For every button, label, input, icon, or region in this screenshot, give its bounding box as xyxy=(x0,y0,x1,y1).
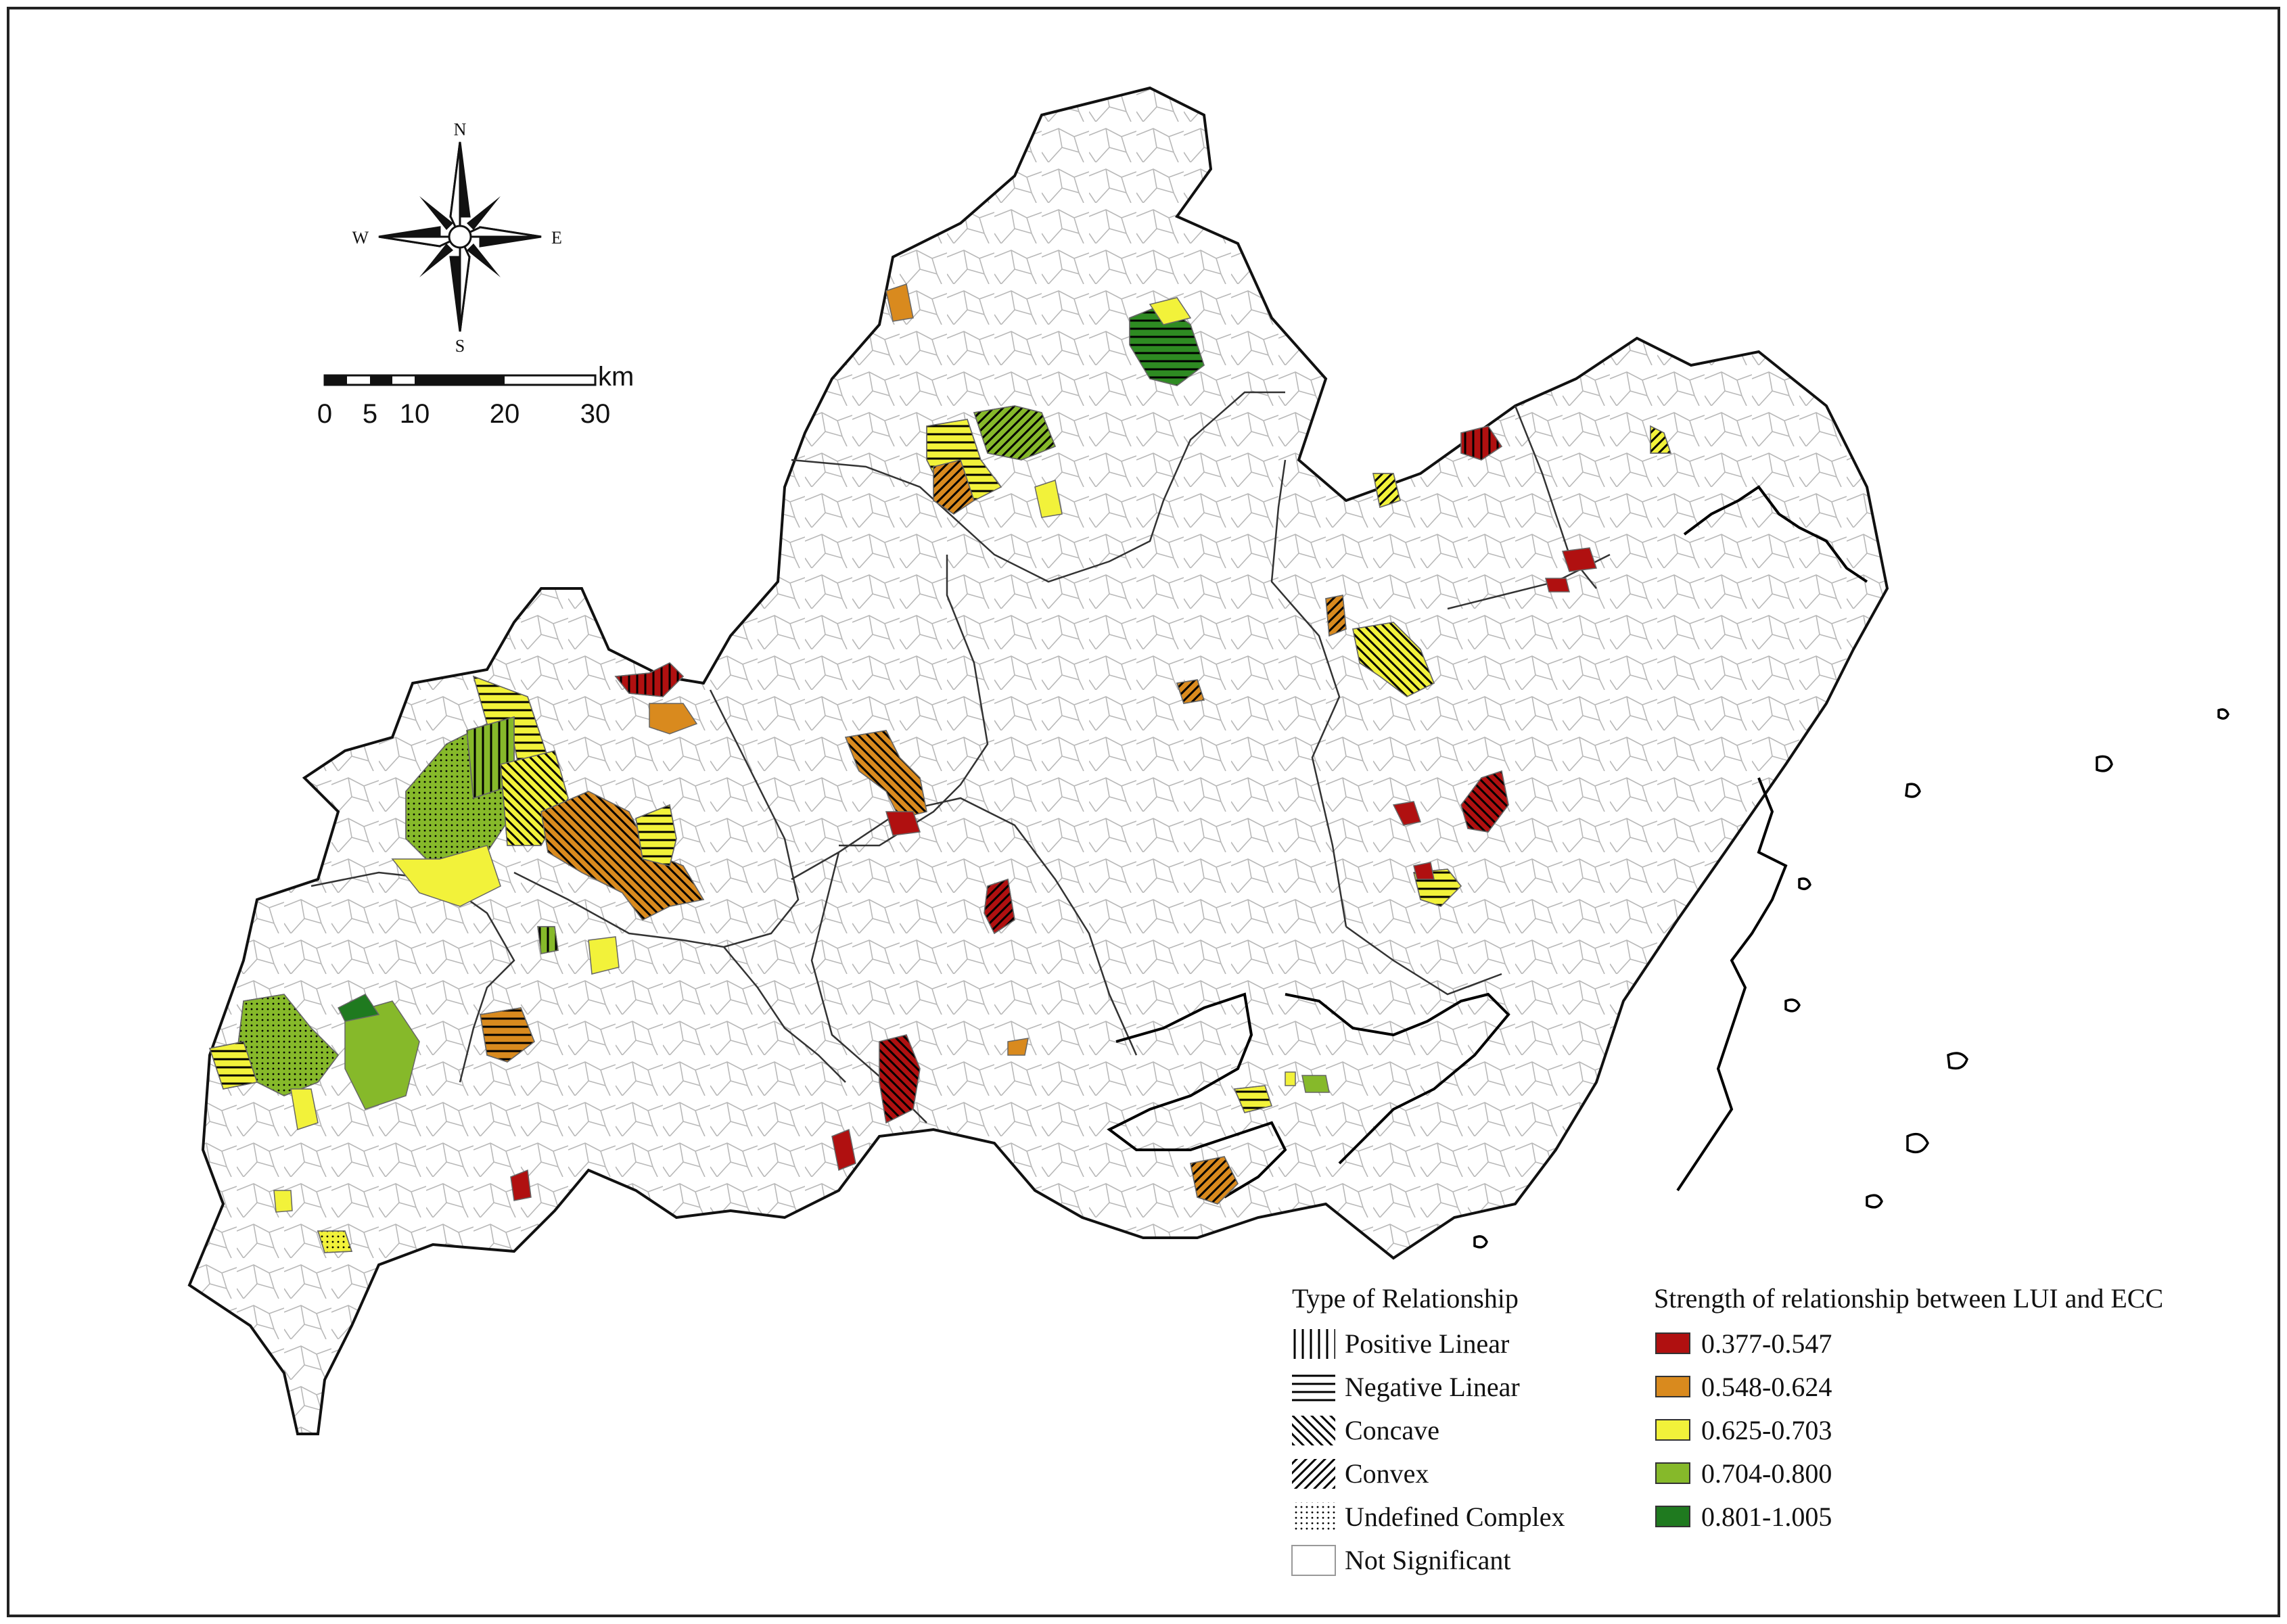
zone-south-orange-small xyxy=(1007,1038,1029,1056)
legend-swatch-strength-5 xyxy=(1655,1506,1690,1527)
legend-swatch-strength-4 xyxy=(1655,1462,1690,1484)
compass-rose: N S E W xyxy=(352,120,561,356)
legend-strength-title: Strength of relationship between LUI and… xyxy=(1654,1283,2163,1314)
legend-label-positive-linear: Positive Linear xyxy=(1345,1328,1509,1359)
zone-west-green-b xyxy=(344,1000,420,1110)
compass-label-w: W xyxy=(352,228,369,248)
coast-east xyxy=(1676,777,1788,1192)
legend-swatch-negative-linear xyxy=(1292,1372,1335,1402)
legend-label-negative-linear: Negative Linear xyxy=(1345,1372,1520,1402)
compass-label-n: N xyxy=(454,120,467,139)
legend-label-not-significant: Not Significant xyxy=(1345,1545,1511,1575)
legend-swatch-undefined-complex xyxy=(1292,1502,1335,1532)
legend-type-title: Type of Relationship xyxy=(1292,1283,1519,1314)
compass-label-e: E xyxy=(551,228,562,248)
zone-south-red-2 xyxy=(831,1128,856,1171)
legend-label-undefined-complex: Undefined Complex xyxy=(1345,1502,1565,1532)
legend-swatch-concave xyxy=(1292,1416,1335,1445)
scale-unit: km xyxy=(598,362,634,392)
legend-swatch-positive-linear xyxy=(1292,1329,1335,1359)
legend-label-strength-3: 0.625-0.703 xyxy=(1701,1415,1832,1445)
zone-orange-a xyxy=(649,703,698,735)
scale-bar: km 0 5 10 20 30 xyxy=(317,362,634,429)
scale-tick-20: 20 xyxy=(490,399,520,429)
legend-relationship-type: Type of Relationship Positive Linear Neg… xyxy=(1291,1283,1565,1576)
zone-bay-green xyxy=(1301,1075,1330,1093)
scale-tick-30: 30 xyxy=(580,399,611,429)
scale-tick-0: 0 xyxy=(317,399,332,429)
zone-bay-yellow-2 xyxy=(1285,1071,1296,1086)
estuary-outline xyxy=(1285,992,1510,1165)
legend-swatch-not-significant xyxy=(1291,1545,1336,1576)
legend-label-strength-5: 0.801-1.005 xyxy=(1701,1502,1832,1532)
legend-label-strength-1: 0.377-0.547 xyxy=(1701,1328,1832,1359)
zone-yellow-small xyxy=(588,936,620,975)
bay-outline xyxy=(1107,992,1287,1199)
zone-east-red-2 xyxy=(1561,547,1598,572)
zone-east-red-5 xyxy=(1392,801,1421,826)
zone-yellow-d xyxy=(273,1190,293,1213)
legend-label-strength-2: 0.548-0.624 xyxy=(1701,1372,1832,1402)
coastline-features xyxy=(1107,485,1868,1199)
legend-label-concave: Concave xyxy=(1345,1415,1439,1445)
zone-north-cluster-yellow-2 xyxy=(1034,480,1063,518)
zone-north-yellow xyxy=(1149,297,1192,325)
zone-north-orange xyxy=(885,283,914,322)
legend-swatch-convex xyxy=(1292,1459,1335,1489)
legend-label-convex: Convex xyxy=(1345,1458,1429,1489)
zone-west-darkgreen xyxy=(337,994,380,1022)
zone-east-red-3 xyxy=(1545,578,1570,593)
scale-tick-10: 10 xyxy=(400,399,430,429)
zone-red-b xyxy=(510,1169,532,1201)
county-boundaries xyxy=(310,391,1611,1123)
river-northeast xyxy=(1683,485,1868,583)
islands xyxy=(1473,708,2230,1249)
zone-west-yellow-lower xyxy=(391,845,501,907)
legend-strength: Strength of relationship between LUI and… xyxy=(1654,1283,2163,1532)
legend-swatch-strength-3 xyxy=(1655,1419,1690,1441)
scale-tick-5: 5 xyxy=(363,399,377,429)
legend-swatch-strength-2 xyxy=(1655,1376,1690,1397)
zone-yellow-c xyxy=(290,1088,319,1130)
study-area xyxy=(187,86,1889,1435)
compass-label-s: S xyxy=(455,336,465,356)
significant-zones xyxy=(209,283,1672,1253)
zone-east-red-6 xyxy=(1413,862,1435,880)
legend-label-strength-4: 0.704-0.800 xyxy=(1701,1458,1832,1489)
region-outline xyxy=(187,86,1889,1435)
zone-center-red xyxy=(885,811,921,836)
legend-swatch-strength-1 xyxy=(1655,1332,1690,1354)
